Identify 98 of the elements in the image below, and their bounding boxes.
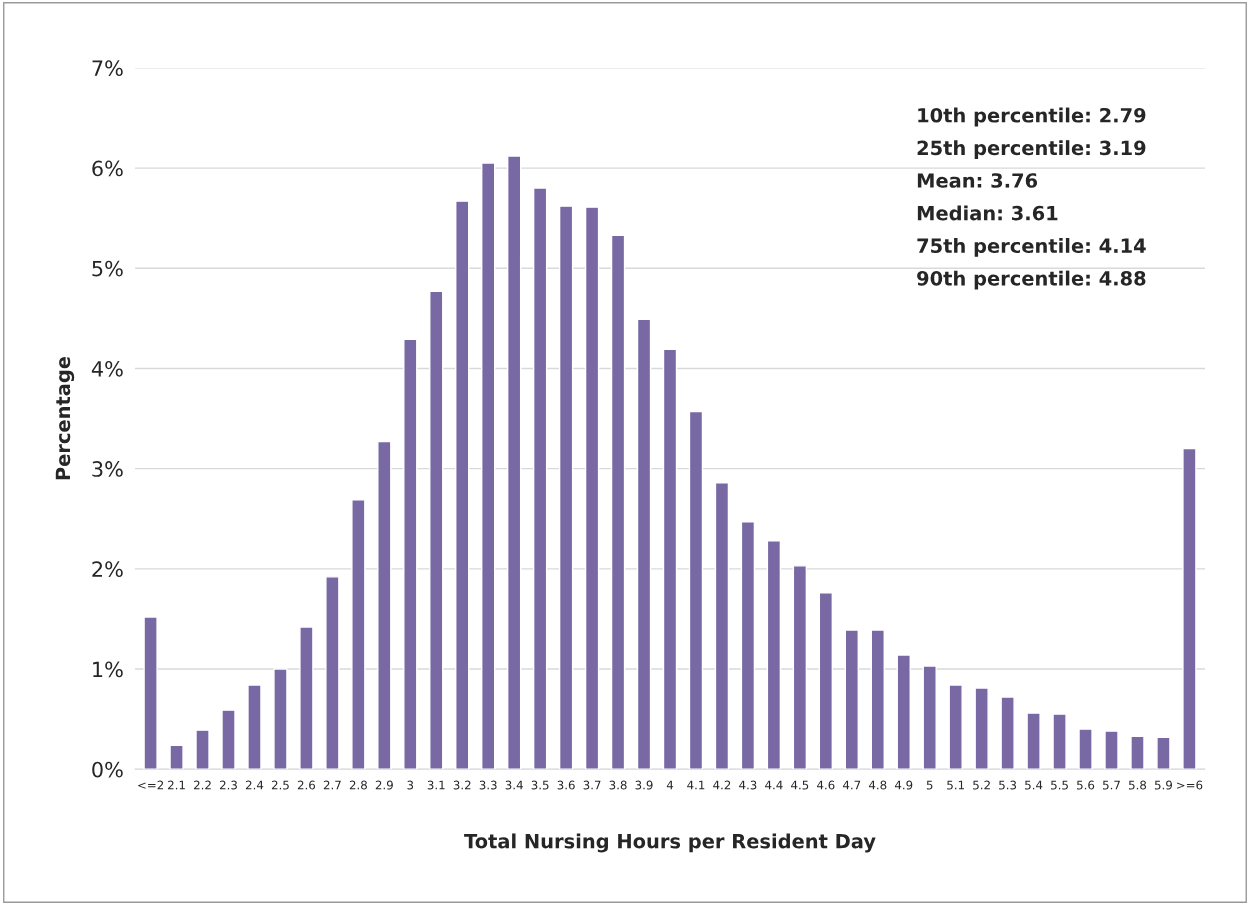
y-axis-title: Percentage — [55, 356, 75, 480]
y-tick-label: 2% — [92, 561, 123, 578]
x-tick-label: 2.9 — [375, 780, 393, 790]
y-tick-label: 4% — [91, 360, 123, 377]
x-tick-label: 5.8 — [1129, 780, 1147, 790]
bar — [169, 744, 184, 770]
bar — [403, 338, 418, 770]
x-tick-label: 3.7 — [583, 780, 601, 790]
x-tick-label: 5.7 — [1103, 780, 1120, 790]
y-tick-label: 5% — [92, 260, 123, 277]
bar — [1182, 447, 1197, 770]
x-tick-label: 4.8 — [868, 780, 887, 790]
bar — [584, 206, 600, 770]
bar — [532, 187, 548, 770]
x-tick-label: 5.2 — [973, 780, 990, 790]
bar — [481, 162, 496, 770]
bar — [740, 521, 756, 770]
bar — [1026, 712, 1041, 770]
y-tick-label: 1% — [93, 661, 123, 678]
bar — [351, 499, 366, 770]
x-axis-title: Total Nursing Hours per Resident Day — [464, 833, 876, 853]
bar — [948, 684, 963, 770]
x-tick-label: 5.3 — [999, 780, 1017, 790]
x-tick-label: 3.2 — [453, 780, 471, 790]
x-tick-label: 2.4 — [245, 780, 264, 790]
bar — [195, 729, 210, 770]
annotation: 25th percentile: 3.19 — [917, 140, 1146, 159]
x-tick-label: 3.1 — [427, 780, 445, 790]
bar — [273, 668, 288, 770]
x-tick-label: 5.5 — [1051, 780, 1068, 790]
bar — [870, 629, 885, 770]
bar — [974, 687, 989, 770]
x-tick-label: 4.2 — [713, 780, 731, 790]
x-tick-label: 5.1 — [947, 780, 964, 790]
annotation: 90th percentile: 4.88 — [917, 270, 1146, 290]
x-tick-label: 4.6 — [817, 780, 835, 790]
y-tick-label: 3% — [92, 461, 123, 477]
bar — [221, 709, 236, 770]
bar — [1078, 728, 1093, 770]
x-tick-label: 2.3 — [219, 780, 237, 790]
x-tick-label: 5.9 — [1154, 780, 1172, 790]
x-tick-label: 3.4 — [505, 780, 523, 790]
bar — [247, 684, 262, 770]
bar — [896, 654, 911, 770]
bar — [377, 440, 392, 770]
x-tick-label: 4.9 — [894, 780, 913, 790]
x-tick-label: 2.8 — [349, 780, 367, 790]
annotation: 75th percentile: 4.14 — [917, 238, 1146, 257]
bar — [506, 155, 522, 770]
bar — [1156, 736, 1171, 770]
bar — [662, 348, 678, 770]
bar — [143, 616, 158, 770]
y-tick-label: 6% — [92, 160, 123, 177]
annotation: 10th percentile: 2.79 — [918, 107, 1146, 127]
bar — [792, 565, 808, 770]
x-tick-label: 5.4 — [1025, 780, 1043, 790]
x-tick-label: 3 — [407, 780, 414, 790]
x-tick-label: 4.7 — [842, 780, 861, 790]
bar — [818, 592, 834, 770]
annotation: Median: 3.61 — [917, 205, 1058, 221]
x-tick-label: 5 — [926, 780, 933, 790]
bar — [610, 234, 626, 770]
y-tick-label: 7% — [92, 60, 123, 77]
x-tick-label: 2.1 — [168, 780, 185, 790]
x-tick-label: 4 — [666, 780, 674, 790]
bar — [1000, 696, 1015, 770]
x-tick-label: 3.3 — [479, 780, 497, 790]
x-tick-label: 3.8 — [609, 780, 627, 790]
bar — [714, 481, 730, 770]
bar — [299, 626, 314, 770]
x-tick-label: <=2 — [138, 780, 164, 790]
annotation: Mean: 3.76 — [917, 173, 1038, 188]
x-tick-label: 2.6 — [297, 780, 316, 790]
x-tick-label: 4.4 — [765, 780, 783, 790]
bar — [636, 318, 652, 770]
bar — [844, 629, 859, 770]
x-tick-label: 2.5 — [271, 780, 289, 790]
bar — [922, 665, 937, 770]
x-tick-label: 3.9 — [635, 780, 653, 790]
y-tick-label: 0% — [92, 761, 123, 778]
x-tick-label: 3.5 — [531, 780, 549, 790]
x-tick-label: 5.6 — [1077, 780, 1095, 790]
x-tick-label: 4.5 — [791, 780, 809, 790]
x-tick-label: >=6 — [1177, 780, 1203, 790]
x-tick-label: 3.6 — [557, 780, 575, 790]
x-tick-label: 4.1 — [687, 780, 705, 790]
bar — [1104, 730, 1119, 770]
x-tick-label: 4.3 — [739, 780, 757, 790]
bar — [429, 290, 444, 770]
bar — [455, 200, 470, 770]
bar — [1052, 713, 1067, 770]
bar — [558, 205, 574, 770]
x-tick-label: 2.2 — [194, 780, 211, 790]
bar — [688, 410, 704, 770]
bar — [766, 540, 782, 770]
bar — [1130, 735, 1145, 770]
bar — [325, 576, 340, 770]
x-tick-label: 2.7 — [323, 780, 341, 790]
